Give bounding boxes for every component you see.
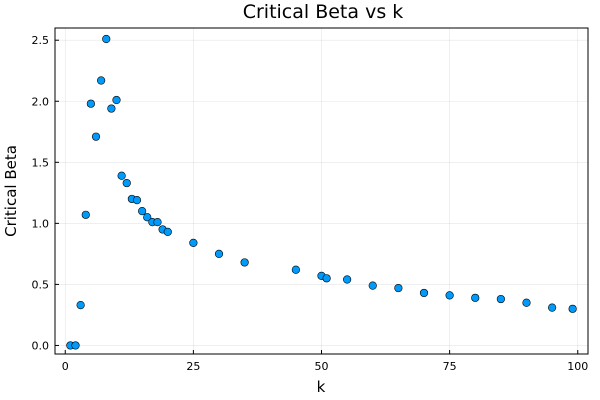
data-point	[548, 303, 557, 312]
data-point	[522, 298, 531, 307]
data-point	[189, 238, 198, 247]
data-point	[86, 99, 95, 108]
x-tick-label: 75	[443, 360, 457, 373]
data-point	[138, 207, 147, 216]
data-points	[66, 34, 577, 350]
x-axis-label: k	[317, 378, 326, 396]
data-point	[568, 304, 577, 313]
data-point	[394, 283, 403, 293]
data-point	[343, 275, 352, 284]
data-point	[445, 291, 454, 300]
data-point	[291, 265, 300, 274]
data-point	[163, 227, 172, 237]
y-tick-label: 1.5	[32, 156, 50, 169]
y-tick-label: 1.0	[32, 217, 50, 230]
x-tick-label: 100	[567, 360, 588, 373]
data-point	[143, 213, 152, 222]
data-point	[419, 288, 429, 298]
data-point	[240, 258, 249, 267]
data-point	[214, 249, 224, 258]
axis-ticks: 0 25 50 75 100 0.0 0.5 1.0 1.5 2.0 2.5	[32, 34, 589, 373]
y-tick-label: 2.5	[32, 34, 50, 47]
data-point	[81, 210, 90, 219]
data-point	[471, 293, 480, 302]
data-point	[368, 281, 377, 290]
data-point	[112, 95, 121, 105]
grid-lines	[55, 28, 588, 354]
data-point	[322, 274, 331, 283]
data-point	[122, 178, 131, 188]
y-tick-label: 0.5	[32, 278, 50, 291]
data-point	[71, 341, 80, 350]
x-tick-label: 50	[315, 360, 329, 373]
x-tick-label: 25	[186, 360, 200, 373]
chart-title: Critical Beta vs k	[243, 1, 404, 23]
data-point	[117, 171, 126, 180]
y-tick-label: 0.0	[32, 339, 50, 352]
x-tick-label: 0	[62, 360, 69, 373]
data-point	[496, 294, 505, 304]
data-point	[153, 218, 162, 227]
data-point	[132, 196, 142, 205]
y-axis-label: Critical Beta	[2, 145, 20, 237]
data-point	[76, 301, 85, 310]
data-point	[91, 132, 101, 141]
data-point	[102, 34, 111, 44]
data-point	[97, 76, 106, 85]
data-point	[107, 104, 116, 113]
y-tick-label: 2.0	[32, 95, 50, 108]
